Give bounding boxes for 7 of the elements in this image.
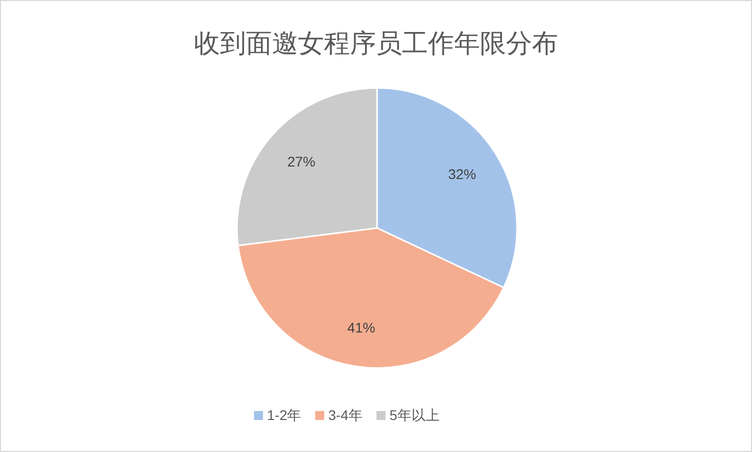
chart-title: 收到面邀女程序员工作年限分布 [194, 28, 558, 58]
legend-label: 3-4年 [328, 407, 362, 423]
data-label: 32% [448, 166, 476, 182]
legend-label: 5年以上 [389, 407, 440, 423]
data-label: 27% [287, 153, 316, 170]
legend-label: 1-2年 [267, 407, 302, 423]
data-label: 41% [347, 320, 376, 336]
